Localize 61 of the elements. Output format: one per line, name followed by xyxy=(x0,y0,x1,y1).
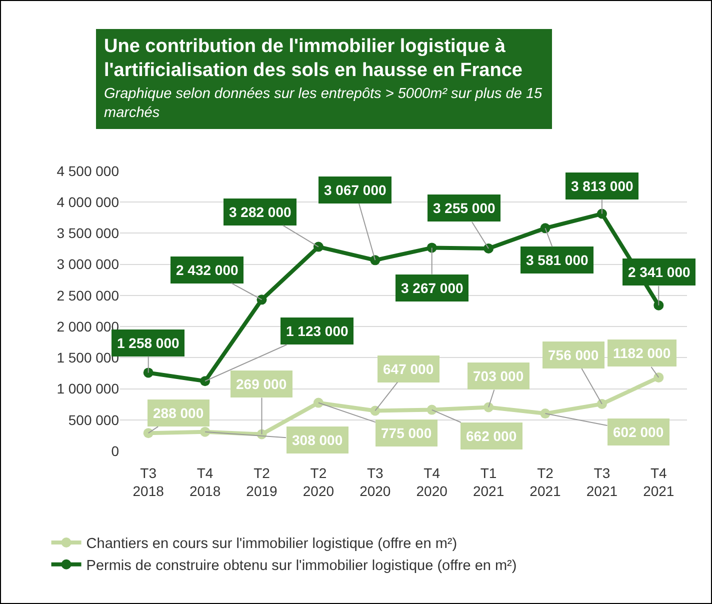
data-label: 3 581 000 xyxy=(526,252,588,268)
point xyxy=(313,242,324,252)
y-tick-label: 4 500 000 xyxy=(56,162,120,179)
point xyxy=(143,368,154,378)
point xyxy=(200,376,210,386)
point xyxy=(370,406,380,416)
point xyxy=(484,402,494,412)
point xyxy=(540,223,550,234)
x-tick-label: T3 2020 xyxy=(360,465,391,500)
data-label: 269 000 xyxy=(236,376,287,392)
data-label: 3 282 000 xyxy=(229,204,292,220)
data-label: 3 067 000 xyxy=(324,182,386,198)
point xyxy=(256,294,267,305)
data-label: 288 000 xyxy=(153,405,204,421)
point xyxy=(426,242,437,253)
data-label: 3 267 000 xyxy=(401,280,464,296)
data-label: 3 255 000 xyxy=(433,200,496,216)
x-tick-label: T2 2021 xyxy=(530,465,562,500)
y-tick-label: 0 xyxy=(111,442,120,459)
point xyxy=(143,428,154,438)
x-tick-label: T3 2021 xyxy=(586,465,618,500)
data-label: 1 258 000 xyxy=(117,335,180,351)
legend-label: Permis de construire obtenu sur l'immobilier logistique (offre en m²) xyxy=(86,558,517,574)
x-tick-label: T3 2018 xyxy=(132,465,164,500)
point xyxy=(540,408,550,419)
point xyxy=(426,404,437,415)
point xyxy=(370,255,380,266)
x-tick-label: T4 2018 xyxy=(189,465,221,500)
point xyxy=(484,243,494,254)
point xyxy=(596,208,607,219)
x-tick-label: T4 2021 xyxy=(643,465,674,500)
x-tick-label: T4 2020 xyxy=(416,465,448,500)
chart-subtitle: Graphique selon données sur les entrepôts > 5000m² sur plus de 15 marchés xyxy=(104,85,544,123)
data-label: 2 432 000 xyxy=(176,262,238,278)
x-tick-label: T1 2021 xyxy=(472,465,504,500)
y-tick-label: 3 500 000 xyxy=(56,225,120,242)
point xyxy=(654,372,664,382)
data-label: 756 000 xyxy=(548,347,599,363)
data-label: 3 813 000 xyxy=(571,178,634,194)
data-label: 647 000 xyxy=(383,361,434,377)
data-label: 662 000 xyxy=(466,428,517,444)
x-tick-label: T2 2019 xyxy=(246,465,278,500)
point xyxy=(596,398,607,409)
data-label: 602 000 xyxy=(613,424,664,440)
chart-title: Une contribution de l'immobilier logistique à l'artificialisation des sols en hausse en France xyxy=(104,35,524,83)
point xyxy=(313,398,324,408)
y-tick-label: 4 000 000 xyxy=(56,194,120,210)
data-label: 308 000 xyxy=(292,432,343,448)
legend-label: Chantiers en cours sur l'immobilier logistique (offre en m²) xyxy=(86,536,458,552)
x-tick-label: T2 2020 xyxy=(302,465,334,500)
point xyxy=(654,300,664,310)
data-label: 1 123 000 xyxy=(286,323,348,339)
point xyxy=(200,426,210,437)
y-tick-label: 2 500 000 xyxy=(56,287,120,304)
y-tick-label: 3 000 000 xyxy=(56,256,120,272)
data-label: 1182 000 xyxy=(613,345,671,361)
y-tick-label: 1 000 000 xyxy=(56,380,120,397)
y-tick-label: 500 000 xyxy=(68,412,120,428)
data-label: 775 000 xyxy=(381,425,432,441)
data-label: 703 000 xyxy=(473,368,524,384)
data-label: 2 341 000 xyxy=(628,264,690,280)
